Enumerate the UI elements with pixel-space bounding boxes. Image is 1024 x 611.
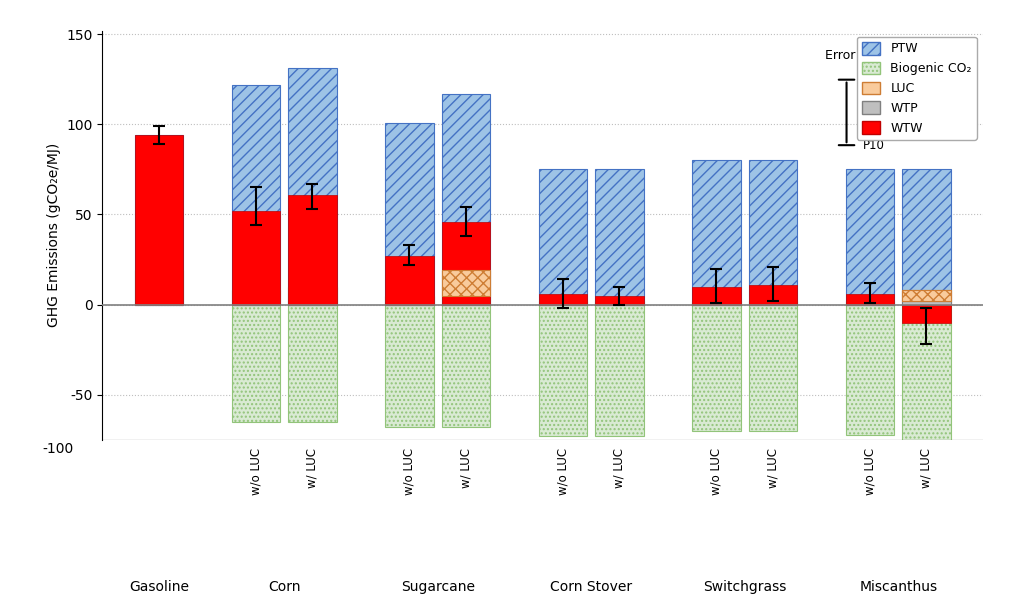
Bar <box>288 287 337 305</box>
Text: Error Bar: Error Bar <box>824 49 881 62</box>
Bar <box>902 305 950 323</box>
Bar <box>135 135 183 305</box>
Bar <box>135 135 183 305</box>
Bar <box>231 290 281 305</box>
Bar <box>846 301 894 305</box>
Bar <box>288 68 337 305</box>
Bar <box>692 301 740 305</box>
Text: P90: P90 <box>862 73 885 86</box>
Text: -100: -100 <box>42 442 74 456</box>
Bar <box>902 301 950 305</box>
Bar <box>441 305 490 427</box>
Bar <box>135 271 183 305</box>
Bar <box>385 296 433 305</box>
Bar <box>539 305 587 436</box>
Bar <box>692 161 740 305</box>
Bar <box>749 285 798 305</box>
Text: Corn Stover: Corn Stover <box>550 580 632 593</box>
Y-axis label: GHG Emissions (gCO₂e/MJ): GHG Emissions (gCO₂e/MJ) <box>47 143 60 327</box>
Bar <box>749 161 798 305</box>
Bar <box>595 296 644 305</box>
Bar <box>749 301 798 305</box>
Text: Gasoline: Gasoline <box>129 580 189 593</box>
Bar <box>231 211 281 305</box>
Text: Switchgrass: Switchgrass <box>703 580 786 593</box>
Bar <box>539 169 587 305</box>
Bar <box>692 287 740 305</box>
Legend: PTW, Biogenic CO₂, LUC, WTP, WTW: PTW, Biogenic CO₂, LUC, WTP, WTW <box>856 37 977 140</box>
Bar <box>692 305 740 431</box>
Bar <box>288 195 337 305</box>
Bar <box>846 305 894 434</box>
Bar <box>846 169 894 305</box>
Bar <box>385 123 433 305</box>
Text: Corn: Corn <box>268 580 300 593</box>
Text: Miscanthus: Miscanthus <box>859 580 937 593</box>
Bar <box>902 290 950 301</box>
Bar <box>441 296 490 305</box>
Bar <box>288 305 337 422</box>
Bar <box>749 305 798 431</box>
Bar <box>595 169 644 305</box>
Bar <box>385 256 433 305</box>
Bar <box>539 301 587 305</box>
Bar <box>231 85 281 305</box>
Bar <box>385 305 433 427</box>
Bar <box>539 294 587 305</box>
Bar <box>441 93 490 305</box>
Bar <box>902 169 950 305</box>
Bar <box>441 222 490 305</box>
Bar <box>231 305 281 422</box>
Text: Sugarcane: Sugarcane <box>400 580 475 593</box>
Bar <box>441 271 490 296</box>
Bar <box>595 305 644 436</box>
Bar <box>846 294 894 305</box>
Bar <box>595 301 644 305</box>
Bar <box>902 290 950 301</box>
Bar <box>441 271 490 296</box>
Bar <box>902 305 950 461</box>
Text: P10: P10 <box>862 139 885 152</box>
